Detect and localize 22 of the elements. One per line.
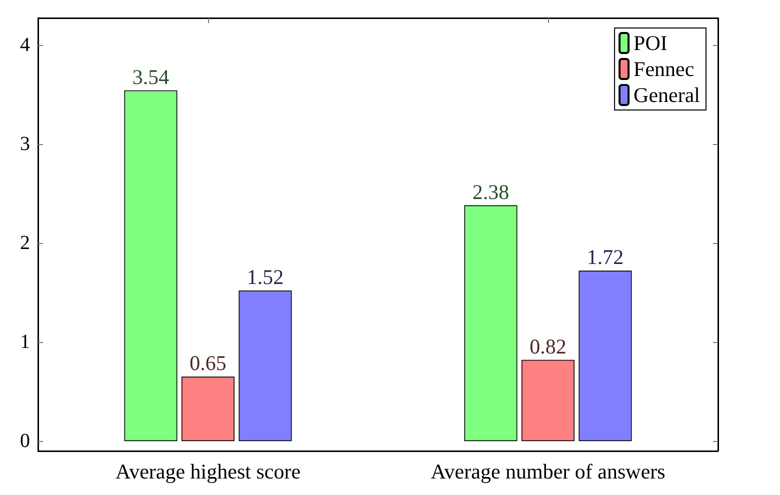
- x-tick-label: Average number of answers: [430, 460, 666, 484]
- data-label: 3.54: [132, 64, 170, 89]
- legend-label: Fennec: [634, 57, 694, 81]
- y-tick-label: 4: [20, 34, 30, 56]
- y-tick-label: 1: [20, 331, 30, 354]
- y-tick-label: 2: [20, 232, 30, 254]
- bar: [182, 376, 234, 442]
- y-tick-label: 0: [20, 430, 30, 452]
- bar: [238, 290, 292, 442]
- data-label: 1.72: [586, 245, 624, 270]
- bar: [124, 90, 178, 442]
- data-label: 2.38: [472, 180, 510, 204]
- data-label: 0.65: [190, 351, 226, 376]
- bar: [578, 270, 632, 442]
- x-tick-label: Average highest score: [115, 460, 301, 484]
- data-label: 0.82: [530, 334, 566, 358]
- bar: [522, 360, 574, 442]
- legend-label: General: [634, 83, 700, 107]
- legend-label: POI: [634, 31, 668, 55]
- y-tick-label: 3: [20, 132, 30, 155]
- bar: [464, 205, 518, 442]
- data-label: 1.52: [246, 264, 284, 289]
